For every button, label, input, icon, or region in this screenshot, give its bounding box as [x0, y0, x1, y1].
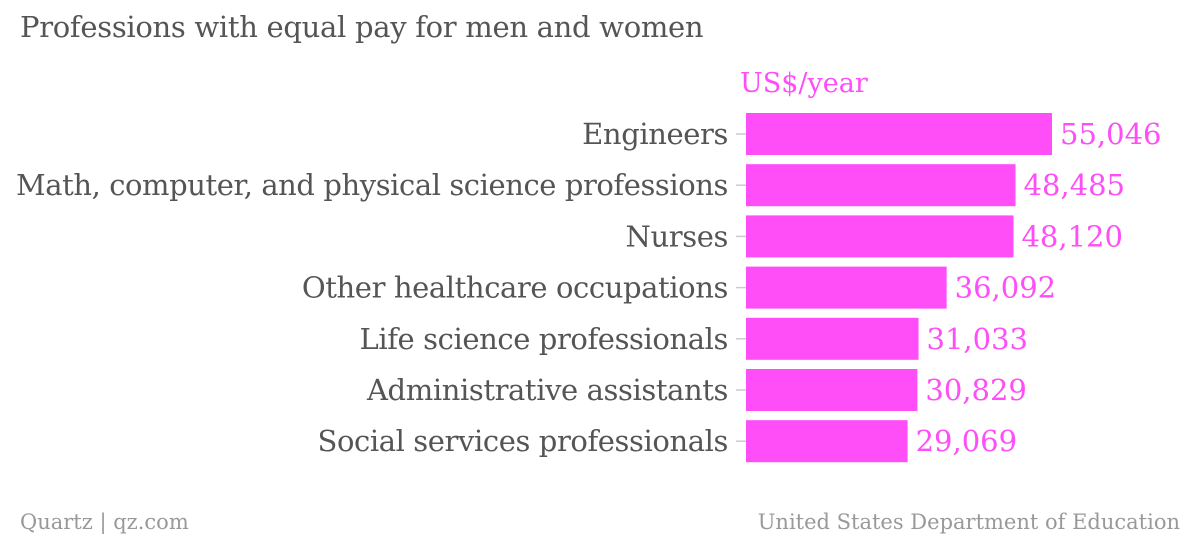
bar: [746, 215, 1014, 258]
category-label: Nurses: [626, 219, 728, 253]
unit-label: US$/year: [740, 68, 868, 99]
footer-source-right: United States Department of Education: [757, 510, 1180, 534]
category-label: Administrative assistants: [366, 373, 728, 407]
bar-row: Social services professionals 29,069: [317, 420, 1017, 463]
value-label: 36,092: [955, 271, 1056, 305]
bar-row: Other healthcare occupations 36,092: [302, 266, 1056, 309]
bar: [746, 266, 947, 309]
bars-group: Engineers 55,046 Math, computer, and physi…: [16, 113, 1161, 463]
bar-row: Math, computer, and physical science pro…: [16, 164, 1125, 207]
bar-row: Administrative assistants 30,829: [366, 369, 1027, 411]
category-label: Social services professionals: [317, 424, 728, 458]
bar-row: Nurses 48,120: [626, 215, 1123, 258]
bar: [746, 420, 908, 463]
category-label: Other healthcare occupations: [302, 271, 728, 305]
bar-row: Engineers 55,046: [582, 113, 1161, 155]
category-label: Math, computer, and physical science pro…: [16, 168, 728, 202]
category-label: Life science professionals: [359, 322, 728, 356]
value-label: 30,829: [925, 373, 1026, 407]
value-label: 48,485: [1024, 168, 1125, 202]
value-label: 55,046: [1060, 117, 1161, 151]
footer-source-left: Quartz | qz.com: [20, 510, 189, 534]
bar: [746, 317, 919, 360]
value-label: 31,033: [927, 322, 1028, 356]
category-label: Engineers: [582, 117, 728, 151]
value-label: 48,120: [1021, 219, 1122, 253]
value-label: 29,069: [916, 424, 1017, 458]
bar-row: Life science professionals 31,033: [359, 317, 1028, 360]
bar: [746, 113, 1052, 155]
chart-title: Professions with equal pay for men and w…: [20, 10, 704, 44]
bar: [746, 164, 1016, 207]
bar: [746, 369, 918, 411]
